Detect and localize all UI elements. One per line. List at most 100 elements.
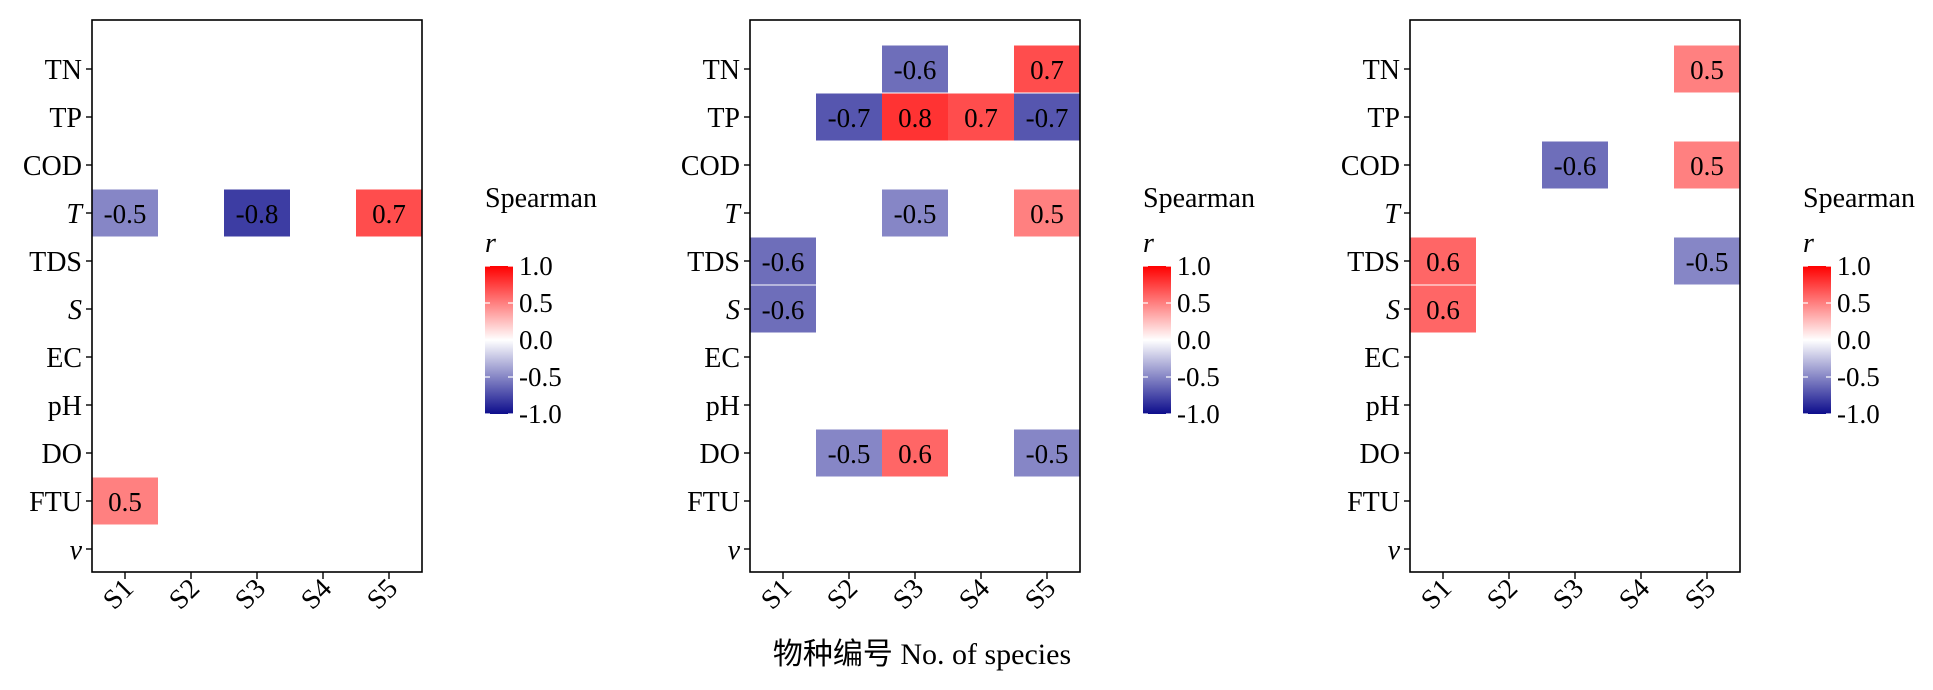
heatmap-cell: [882, 429, 948, 477]
heatmap-cell: [224, 189, 290, 237]
cell-value-label: 0.6: [1426, 247, 1460, 277]
heatmap-cell: [1674, 237, 1740, 285]
x-tick-label: S2: [163, 573, 206, 616]
cell-value-label: 0.5: [108, 487, 142, 517]
heatmap-cell: [1674, 45, 1740, 93]
heatmap-cell: [882, 93, 948, 141]
y-tick-label: v: [70, 535, 83, 566]
x-tick-label: S5: [1679, 573, 1722, 616]
cell-value-label: 0.5: [1690, 151, 1724, 181]
y-tick-label: pH: [706, 391, 740, 422]
y-tick-label: DO: [1360, 439, 1400, 470]
cell-value-label: 0.5: [1690, 55, 1724, 85]
legend-tick-label: 0.0: [1177, 325, 1211, 355]
y-tick-label: COD: [23, 151, 82, 182]
legend-tick-label: 1.0: [1177, 251, 1211, 281]
y-tick-label: EC: [1364, 343, 1400, 374]
heatmap-panel-3: 0.5 -0.6 0.5 0.6 -0.5 0.6 TN TP COD T TDS S EC pH DO FT…: [1341, 19, 1741, 616]
legend-1: Spearman r 1.0 0.5 0.0 -0.5 -1.0: [485, 183, 597, 429]
heatmap-cell: [1410, 237, 1476, 285]
y-tick-label: TN: [703, 55, 740, 86]
y-tick-label: v: [1388, 535, 1401, 566]
heatmap-cell: [750, 285, 816, 333]
x-tick-label: S4: [295, 573, 338, 616]
y-tick-label: TN: [45, 55, 82, 86]
heatmap-cell: [92, 477, 158, 525]
y-tick-label: FTU: [687, 487, 740, 518]
x-tick-label: S1: [755, 573, 798, 616]
heatmap-cell: [882, 45, 948, 93]
y-tick-label: S: [1386, 295, 1400, 326]
legend-tick-label: 0.5: [1177, 288, 1211, 318]
legend-title-r: r: [1143, 228, 1154, 259]
x-tick-label: S1: [97, 573, 140, 616]
cell-value-label: 0.6: [1426, 295, 1460, 325]
x-tick-label: S2: [1481, 573, 1524, 616]
y-tick-label: S: [68, 295, 82, 326]
x-tick-label: S3: [887, 573, 930, 616]
cell-value-label: -0.5: [828, 439, 871, 469]
heatmap-cell: [948, 93, 1014, 141]
heatmap-cell: [1674, 141, 1740, 189]
heatmap-cell: [882, 189, 948, 237]
cell-value-label: -0.5: [104, 199, 147, 229]
legend-title: Spearman: [1803, 183, 1915, 214]
cell-value-label: 0.8: [898, 103, 932, 133]
y-tick-label: EC: [46, 343, 82, 374]
x-tick-label: S1: [1415, 573, 1458, 616]
y-tick-label: FTU: [29, 487, 82, 518]
legend-2: Spearman r 1.0 0.5 0.0 -0.5 -1.0: [1143, 183, 1255, 429]
y-tick-label: TP: [1367, 103, 1400, 134]
cell-value-label: -0.8: [236, 199, 279, 229]
legend-tick-label: -1.0: [1177, 399, 1220, 429]
cell-value-label: -0.6: [762, 295, 805, 325]
heatmap-panel-2: -0.6 0.7 -0.7 0.8 0.7 -0.7 -0.5 0.5 -0.6 -0.6 -0.5…: [681, 19, 1081, 616]
legend-title: Spearman: [1143, 183, 1255, 214]
y-tick-label: pH: [1366, 391, 1400, 422]
cell-value-label: -0.6: [894, 55, 937, 85]
y-tick-label: pH: [48, 391, 82, 422]
cell-value-label: 0.6: [898, 439, 932, 469]
y-tick-label: T: [724, 199, 742, 230]
y-tick-label: S: [726, 295, 740, 326]
legend-3: Spearman r 1.0 0.5 0.0 -0.5 -1.0: [1803, 183, 1915, 429]
heatmap-cell: [92, 189, 158, 237]
x-tick-label: S4: [953, 573, 996, 616]
heatmap-cell: [1014, 189, 1080, 237]
legend-title-r: r: [485, 228, 496, 259]
heatmap-panel-1: -0.5 -0.8 0.7 0.5 TN TP COD T TDS S EC pH DO FTU v S1 S2…: [23, 19, 423, 616]
cell-value-label: 0.5: [1030, 199, 1064, 229]
x-tick-label: S3: [229, 573, 272, 616]
heatmap-cell: [816, 429, 882, 477]
heatmap-cell: [1542, 141, 1608, 189]
y-tick-label: EC: [704, 343, 740, 374]
legend-tick-label: -1.0: [1837, 399, 1880, 429]
heatmap-cell: [1014, 429, 1080, 477]
cell-value-label: -0.7: [1026, 103, 1069, 133]
cell-value-label: 0.7: [1030, 55, 1064, 85]
cell-value-label: -0.5: [1686, 247, 1729, 277]
heatmap-cell: [750, 237, 816, 285]
y-tick-label: TDS: [1347, 247, 1400, 278]
cell-value-label: -0.5: [894, 199, 937, 229]
y-tick-label: T: [66, 199, 84, 230]
x-tick-label: S3: [1547, 573, 1590, 616]
y-tick-label: COD: [681, 151, 740, 182]
legend-title-r: r: [1803, 228, 1814, 259]
y-tick-label: v: [728, 535, 741, 566]
legend-tick-label: 1.0: [519, 251, 553, 281]
legend-tick-label: 0.0: [1837, 325, 1871, 355]
y-tick-label: COD: [1341, 151, 1400, 182]
heatmap-cell: [356, 189, 422, 237]
x-tick-label: S5: [1019, 573, 1062, 616]
heatmap-cell: [1014, 93, 1080, 141]
legend-tick-label: 0.0: [519, 325, 553, 355]
legend-title: Spearman: [485, 183, 597, 214]
legend-tick-label: -0.5: [1837, 362, 1880, 392]
cell-value-label: -0.6: [1554, 151, 1597, 181]
y-tick-label: DO: [700, 439, 740, 470]
legend-tick-label: 1.0: [1837, 251, 1871, 281]
legend-tick-label: -0.5: [519, 362, 562, 392]
x-tick-label: S4: [1613, 573, 1656, 616]
